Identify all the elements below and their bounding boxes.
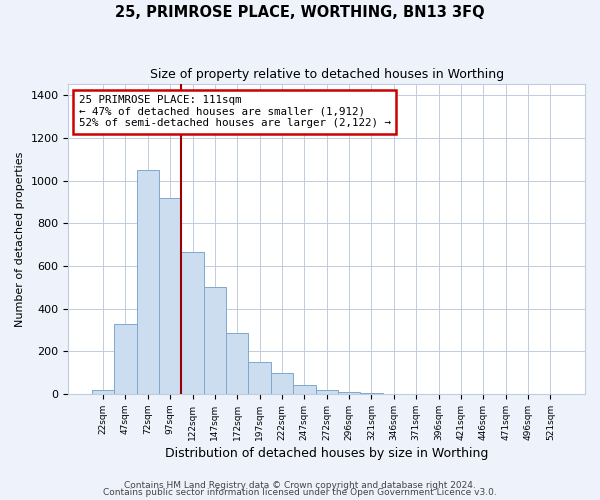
Bar bbox=[159, 198, 181, 394]
Bar bbox=[293, 386, 316, 394]
Bar bbox=[114, 324, 137, 394]
Bar bbox=[92, 390, 114, 394]
Y-axis label: Number of detached properties: Number of detached properties bbox=[15, 152, 25, 327]
Bar bbox=[226, 333, 248, 394]
Bar bbox=[181, 252, 204, 394]
Text: 25 PRIMROSE PLACE: 111sqm
← 47% of detached houses are smaller (1,912)
52% of se: 25 PRIMROSE PLACE: 111sqm ← 47% of detac… bbox=[79, 96, 391, 128]
Text: Contains public sector information licensed under the Open Government Licence v3: Contains public sector information licen… bbox=[103, 488, 497, 497]
Title: Size of property relative to detached houses in Worthing: Size of property relative to detached ho… bbox=[149, 68, 504, 80]
Bar bbox=[316, 390, 338, 394]
Text: Contains HM Land Registry data © Crown copyright and database right 2024.: Contains HM Land Registry data © Crown c… bbox=[124, 480, 476, 490]
Bar bbox=[271, 372, 293, 394]
Bar bbox=[248, 362, 271, 394]
Bar bbox=[360, 393, 383, 394]
Bar bbox=[204, 287, 226, 394]
X-axis label: Distribution of detached houses by size in Worthing: Distribution of detached houses by size … bbox=[165, 447, 488, 460]
Bar bbox=[338, 392, 360, 394]
Text: 25, PRIMROSE PLACE, WORTHING, BN13 3FQ: 25, PRIMROSE PLACE, WORTHING, BN13 3FQ bbox=[115, 5, 485, 20]
Bar bbox=[137, 170, 159, 394]
